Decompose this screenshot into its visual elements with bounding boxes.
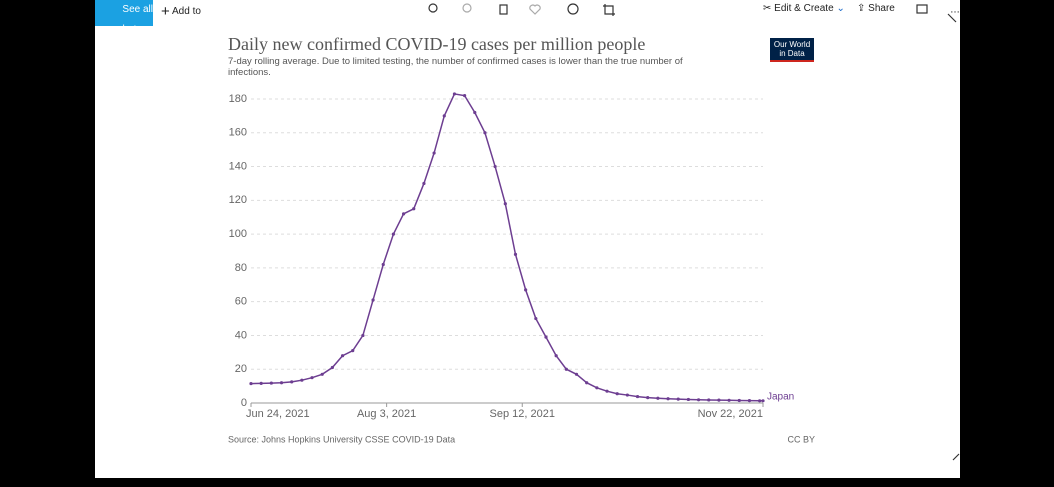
y-tick-label: 120 — [229, 194, 247, 206]
point — [300, 378, 304, 382]
crop[interactable] — [603, 4, 615, 16]
point — [463, 94, 467, 98]
point — [473, 110, 477, 115]
zoom-in[interactable] — [428, 3, 438, 13]
point — [249, 381, 253, 386]
point — [727, 398, 731, 402]
point — [483, 131, 487, 135]
line — [250, 93, 763, 402]
series-label: Japan — [767, 391, 794, 402]
source: Source: Johns Hopkins University CSSE CO… — [228, 434, 455, 444]
point — [442, 114, 446, 118]
point — [605, 389, 609, 393]
x-tick-label: Nov 22, 2021 — [698, 408, 763, 420]
logo-text: Our World in Data — [773, 40, 811, 58]
point — [381, 262, 385, 267]
point — [391, 232, 396, 236]
point — [412, 207, 416, 211]
see-all-photos[interactable]: See all photos — [95, 0, 153, 35]
point — [666, 397, 670, 401]
point — [747, 399, 752, 403]
point — [585, 381, 589, 385]
point — [707, 398, 711, 402]
point — [524, 288, 528, 292]
y-tick-label: 140 — [229, 160, 247, 172]
subtitle-box: 7-day rolling average. Due to limited te… — [228, 56, 683, 78]
point — [554, 354, 558, 358]
point — [361, 333, 365, 338]
chart-subtitle: 7-day rolling average. Due to limited te… — [228, 56, 683, 78]
point — [279, 381, 284, 385]
owid-logo-bar — [770, 60, 814, 62]
point — [371, 298, 375, 302]
point — [717, 398, 721, 402]
point — [310, 376, 314, 380]
add-label: Add to — [172, 6, 201, 17]
edit-create[interactable]: ✂ Edit & Create ⌄ — [763, 3, 845, 14]
point — [401, 212, 406, 216]
y-tick-label: 180 — [229, 93, 247, 105]
print[interactable] — [916, 4, 928, 14]
x-tick-label: Sep 12, 2021 — [490, 408, 555, 420]
back-label: See all photos — [116, 4, 153, 35]
point — [686, 397, 691, 402]
point — [452, 92, 457, 96]
point — [493, 164, 497, 169]
share-label: Share — [868, 3, 895, 14]
more[interactable]: … — [950, 5, 960, 16]
edit-label: Edit & Create — [774, 3, 834, 14]
point — [330, 365, 334, 370]
point — [259, 381, 263, 386]
point — [758, 399, 762, 403]
y-tick-label: 160 — [229, 127, 247, 139]
point — [269, 381, 273, 385]
point — [290, 380, 294, 384]
delete[interactable] — [499, 4, 508, 15]
favorite[interactable] — [529, 4, 541, 15]
toolbar-icons — [428, 3, 960, 461]
point — [513, 252, 518, 256]
y-tick-label: 40 — [235, 329, 247, 341]
point — [432, 151, 436, 155]
point — [676, 397, 680, 401]
point — [646, 395, 650, 400]
y-tick-label: 100 — [229, 228, 247, 240]
point — [615, 392, 619, 396]
y-tick-label: 60 — [235, 296, 247, 308]
chart-title: Daily new confirmed COVID-19 cases per m… — [228, 34, 645, 54]
point — [737, 398, 741, 403]
point — [503, 202, 507, 206]
point — [422, 181, 426, 186]
rotate[interactable] — [567, 3, 579, 15]
y-tick-label: 0 — [241, 397, 247, 409]
point — [696, 398, 701, 402]
point — [544, 335, 548, 339]
owid-logo — [770, 38, 814, 62]
license: CC BY — [787, 434, 815, 444]
add-to[interactable]: + Add to — [161, 3, 201, 20]
point — [564, 367, 568, 371]
point — [574, 372, 579, 376]
logo-box: Our World in Data — [773, 40, 811, 58]
point — [351, 349, 355, 353]
y-tick-label: 20 — [235, 363, 247, 375]
point — [625, 393, 629, 397]
point — [595, 386, 599, 390]
point — [656, 396, 660, 400]
chart-svg: … Our World in Data Daily new confirmed … — [228, 3, 960, 461]
x-tick-label: Jun 24, 2021 — [246, 408, 310, 420]
expand[interactable] — [947, 13, 960, 461]
point — [320, 372, 324, 376]
x-tick-label: Aug 3, 2021 — [357, 408, 416, 420]
share[interactable]: ⇪ Share — [857, 3, 895, 14]
point — [534, 316, 538, 321]
point — [340, 354, 345, 358]
zoom-out — [462, 3, 472, 13]
point — [635, 394, 640, 399]
y-tick-label: 80 — [235, 262, 247, 274]
point — [761, 399, 765, 403]
photos-app: See all photos + Add to ✂ Edit & Create … — [95, 0, 960, 478]
